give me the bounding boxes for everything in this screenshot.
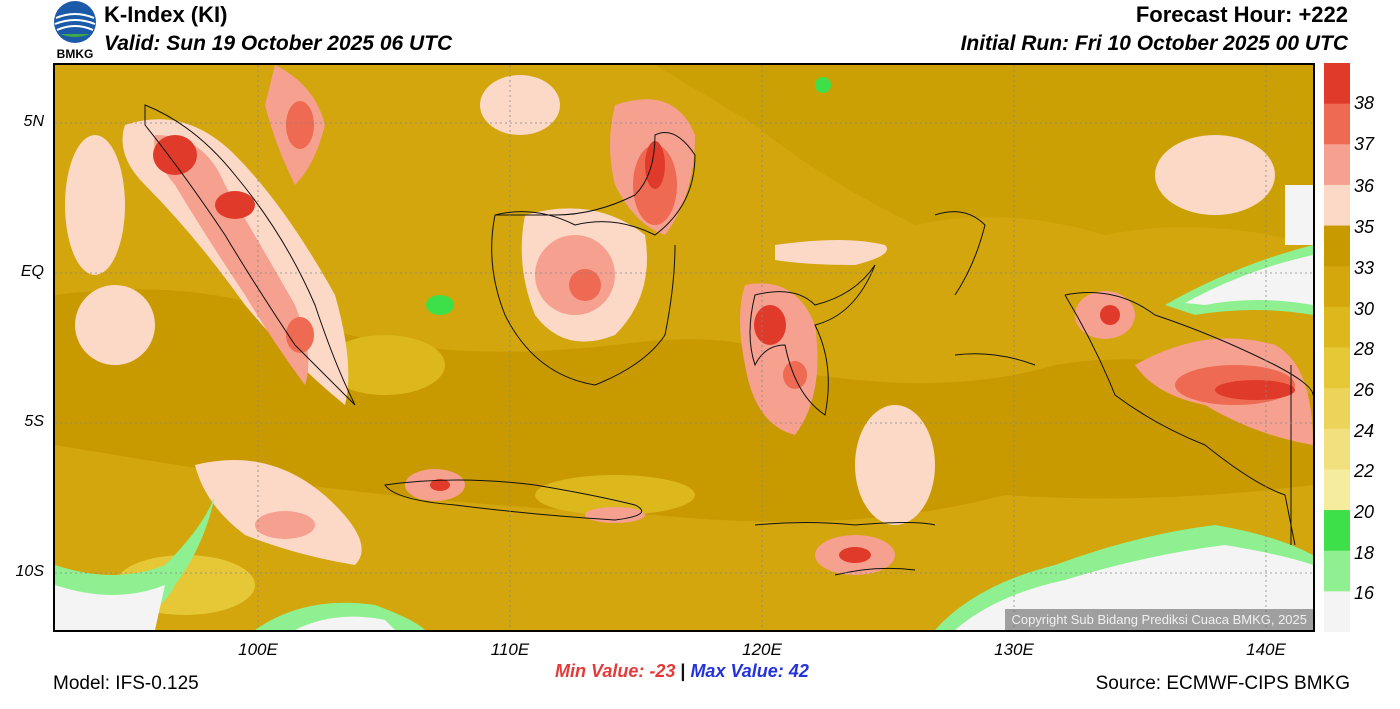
colorbar-step bbox=[1324, 550, 1350, 592]
colorbar-label: 24 bbox=[1354, 421, 1375, 441]
colorbar-label: 38 bbox=[1354, 93, 1375, 113]
colorbar-label: 28 bbox=[1354, 339, 1375, 359]
initial-run: Initial Run: Fri 10 October 2025 00 UTC bbox=[960, 32, 1348, 55]
model-name: Model: IFS-0.125 bbox=[53, 673, 199, 694]
colorbar-step bbox=[1324, 591, 1350, 633]
lat-label-5n: 5N bbox=[23, 113, 44, 130]
copyright-note: Copyright Sub Bidang Prediksi Cuaca BMKG… bbox=[1005, 609, 1313, 630]
colorbar-step bbox=[1324, 306, 1350, 348]
valid-time: Valid: Sun 19 October 2025 06 UTC bbox=[104, 32, 453, 55]
lon-label-140e: 140E bbox=[1246, 640, 1286, 659]
min-value: Min Value: -23 bbox=[555, 661, 676, 681]
colorbar-step bbox=[1324, 266, 1350, 308]
colorbar-label: 35 bbox=[1354, 217, 1375, 237]
colorbar-label: 20 bbox=[1354, 502, 1375, 522]
colorbar-step bbox=[1324, 388, 1350, 430]
lat-label-10s: 10S bbox=[15, 563, 44, 580]
colorbar-step bbox=[1324, 428, 1350, 470]
colorbar-step bbox=[1324, 469, 1350, 511]
k-index-field bbox=[55, 65, 1313, 630]
colorbar-label: 18 bbox=[1354, 543, 1375, 563]
bmkg-logo: BMKG bbox=[52, 0, 98, 61]
colorbar-label: 22 bbox=[1354, 461, 1375, 481]
colorbar-step bbox=[1324, 103, 1350, 145]
colorbar-label: 30 bbox=[1354, 299, 1375, 319]
lat-label-5s: 5S bbox=[24, 413, 44, 430]
map-title: K-Index (KI) bbox=[104, 2, 228, 27]
colorbar-label: 36 bbox=[1354, 176, 1375, 196]
colorbar-step bbox=[1324, 63, 1350, 105]
colorbar bbox=[1324, 63, 1350, 633]
logo-text: BMKG bbox=[57, 47, 94, 60]
lon-label-100e: 100E bbox=[238, 640, 278, 659]
min-max-separator: | bbox=[680, 661, 686, 681]
data-source: Source: ECMWF-CIPS BMKG bbox=[1095, 673, 1350, 694]
colorbar-step bbox=[1324, 225, 1350, 267]
colorbar-step bbox=[1324, 510, 1350, 552]
colorbar-step bbox=[1324, 347, 1350, 389]
forecast-hour: Forecast Hour: +222 bbox=[1135, 2, 1348, 27]
map-panel[interactable]: Copyright Sub Bidang Prediksi Cuaca BMKG… bbox=[53, 63, 1315, 632]
colorbar-label: 33 bbox=[1354, 258, 1375, 278]
colorbar-label: 16 bbox=[1354, 583, 1375, 603]
max-value: Max Value: 42 bbox=[690, 661, 809, 681]
colorbar-step bbox=[1324, 144, 1350, 186]
min-max-readout: Min Value: -23 | Max Value: 42 bbox=[555, 661, 809, 682]
colorbar-step bbox=[1324, 184, 1350, 227]
lat-label-eq: EQ bbox=[20, 263, 44, 280]
colorbar-label: 37 bbox=[1354, 134, 1375, 154]
lon-label-120e: 120E bbox=[742, 640, 782, 659]
lon-label-130e: 130E bbox=[994, 640, 1034, 659]
lon-label-110e: 110E bbox=[490, 640, 530, 659]
colorbar-label: 26 bbox=[1354, 380, 1375, 400]
